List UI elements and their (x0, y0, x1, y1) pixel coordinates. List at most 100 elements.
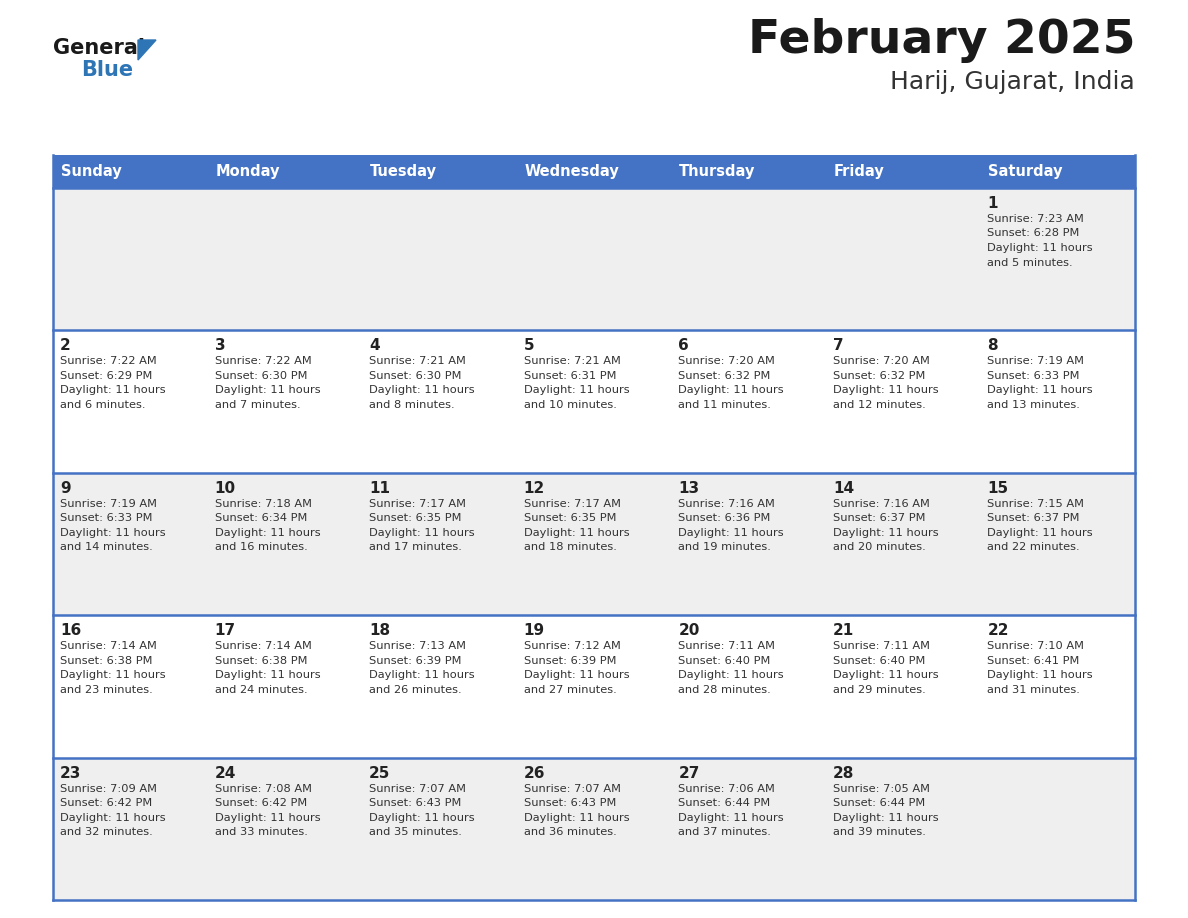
Text: Daylight: 11 hours: Daylight: 11 hours (987, 528, 1093, 538)
Text: Sunrise: 7:09 AM: Sunrise: 7:09 AM (61, 784, 157, 793)
Text: Monday: Monday (215, 164, 280, 179)
Bar (53, 188, 1135, 330)
Text: Sunrise: 7:20 AM: Sunrise: 7:20 AM (833, 356, 930, 366)
Text: Sunset: 6:38 PM: Sunset: 6:38 PM (61, 655, 152, 666)
Text: and 23 minutes.: and 23 minutes. (61, 685, 153, 695)
Text: Sunrise: 7:14 AM: Sunrise: 7:14 AM (215, 641, 311, 651)
Text: Daylight: 11 hours: Daylight: 11 hours (678, 528, 784, 538)
Text: Sunrise: 7:11 AM: Sunrise: 7:11 AM (678, 641, 776, 651)
Text: Sunset: 6:37 PM: Sunset: 6:37 PM (833, 513, 925, 523)
Text: Sunset: 6:42 PM: Sunset: 6:42 PM (215, 798, 307, 808)
Text: 6: 6 (678, 339, 689, 353)
Text: and 8 minutes.: and 8 minutes. (369, 400, 455, 410)
Text: Sunset: 6:28 PM: Sunset: 6:28 PM (987, 229, 1080, 239)
Text: and 31 minutes.: and 31 minutes. (987, 685, 1080, 695)
Text: Sunset: 6:37 PM: Sunset: 6:37 PM (987, 513, 1080, 523)
Text: Daylight: 11 hours: Daylight: 11 hours (369, 386, 475, 396)
Text: and 36 minutes.: and 36 minutes. (524, 827, 617, 837)
Text: Daylight: 11 hours: Daylight: 11 hours (524, 812, 630, 823)
Text: and 19 minutes.: and 19 minutes. (678, 543, 771, 553)
Text: 27: 27 (678, 766, 700, 780)
Text: and 18 minutes.: and 18 minutes. (524, 543, 617, 553)
Text: 11: 11 (369, 481, 390, 496)
Text: Sunset: 6:31 PM: Sunset: 6:31 PM (524, 371, 617, 381)
Text: 25: 25 (369, 766, 391, 780)
Text: Sunrise: 7:18 AM: Sunrise: 7:18 AM (215, 498, 311, 509)
Text: and 24 minutes.: and 24 minutes. (215, 685, 308, 695)
Text: Daylight: 11 hours: Daylight: 11 hours (215, 528, 321, 538)
Text: 14: 14 (833, 481, 854, 496)
Text: and 22 minutes.: and 22 minutes. (987, 543, 1080, 553)
Text: 24: 24 (215, 766, 236, 780)
Text: and 6 minutes.: and 6 minutes. (61, 400, 145, 410)
Text: 23: 23 (61, 766, 81, 780)
Text: February 2025: February 2025 (747, 18, 1135, 63)
Text: and 17 minutes.: and 17 minutes. (369, 543, 462, 553)
Text: Sunrise: 7:15 AM: Sunrise: 7:15 AM (987, 498, 1085, 509)
Text: Thursday: Thursday (680, 164, 756, 179)
Text: Sunset: 6:44 PM: Sunset: 6:44 PM (678, 798, 771, 808)
Text: Sunset: 6:29 PM: Sunset: 6:29 PM (61, 371, 152, 381)
Text: and 26 minutes.: and 26 minutes. (369, 685, 462, 695)
Text: Sunset: 6:44 PM: Sunset: 6:44 PM (833, 798, 925, 808)
Text: General: General (53, 38, 145, 58)
Text: 2: 2 (61, 339, 71, 353)
Text: Daylight: 11 hours: Daylight: 11 hours (61, 670, 165, 680)
Text: Daylight: 11 hours: Daylight: 11 hours (987, 386, 1093, 396)
Text: Daylight: 11 hours: Daylight: 11 hours (369, 812, 475, 823)
Text: 5: 5 (524, 339, 535, 353)
Text: Sunrise: 7:19 AM: Sunrise: 7:19 AM (61, 498, 157, 509)
Text: Harij, Gujarat, India: Harij, Gujarat, India (890, 70, 1135, 94)
Text: Sunrise: 7:20 AM: Sunrise: 7:20 AM (678, 356, 775, 366)
Text: 18: 18 (369, 623, 391, 638)
Text: Sunrise: 7:07 AM: Sunrise: 7:07 AM (369, 784, 466, 793)
Text: 3: 3 (215, 339, 226, 353)
Text: and 11 minutes.: and 11 minutes. (678, 400, 771, 410)
Text: Saturday: Saturday (988, 164, 1063, 179)
Bar (53, 155, 1135, 188)
Text: 19: 19 (524, 623, 545, 638)
Text: 9: 9 (61, 481, 70, 496)
Text: Sunrise: 7:07 AM: Sunrise: 7:07 AM (524, 784, 620, 793)
Text: 21: 21 (833, 623, 854, 638)
Text: Sunrise: 7:16 AM: Sunrise: 7:16 AM (678, 498, 775, 509)
Text: Sunrise: 7:08 AM: Sunrise: 7:08 AM (215, 784, 311, 793)
Text: 7: 7 (833, 339, 843, 353)
Text: Daylight: 11 hours: Daylight: 11 hours (369, 528, 475, 538)
Text: and 39 minutes.: and 39 minutes. (833, 827, 925, 837)
Text: Blue: Blue (81, 60, 133, 80)
Text: Sunrise: 7:14 AM: Sunrise: 7:14 AM (61, 641, 157, 651)
Text: and 35 minutes.: and 35 minutes. (369, 827, 462, 837)
Text: Sunrise: 7:12 AM: Sunrise: 7:12 AM (524, 641, 620, 651)
Text: and 37 minutes.: and 37 minutes. (678, 827, 771, 837)
Text: and 16 minutes.: and 16 minutes. (215, 543, 308, 553)
Text: Sunset: 6:30 PM: Sunset: 6:30 PM (369, 371, 462, 381)
Text: Daylight: 11 hours: Daylight: 11 hours (833, 528, 939, 538)
Text: and 20 minutes.: and 20 minutes. (833, 543, 925, 553)
Text: Sunrise: 7:16 AM: Sunrise: 7:16 AM (833, 498, 930, 509)
Text: Sunset: 6:39 PM: Sunset: 6:39 PM (524, 655, 617, 666)
Text: Daylight: 11 hours: Daylight: 11 hours (987, 243, 1093, 253)
Text: Sunset: 6:43 PM: Sunset: 6:43 PM (524, 798, 617, 808)
Text: Daylight: 11 hours: Daylight: 11 hours (524, 670, 630, 680)
Text: Sunrise: 7:05 AM: Sunrise: 7:05 AM (833, 784, 930, 793)
Text: Tuesday: Tuesday (371, 164, 437, 179)
Text: Daylight: 11 hours: Daylight: 11 hours (678, 386, 784, 396)
Text: Sunrise: 7:21 AM: Sunrise: 7:21 AM (369, 356, 466, 366)
Text: and 32 minutes.: and 32 minutes. (61, 827, 153, 837)
Text: 13: 13 (678, 481, 700, 496)
Text: 15: 15 (987, 481, 1009, 496)
Bar (53, 473, 1135, 615)
Text: 20: 20 (678, 623, 700, 638)
Text: Sunrise: 7:21 AM: Sunrise: 7:21 AM (524, 356, 620, 366)
Text: Sunset: 6:35 PM: Sunset: 6:35 PM (524, 513, 617, 523)
Text: Sunset: 6:34 PM: Sunset: 6:34 PM (215, 513, 307, 523)
Text: and 7 minutes.: and 7 minutes. (215, 400, 301, 410)
Polygon shape (138, 40, 156, 60)
Text: Sunset: 6:41 PM: Sunset: 6:41 PM (987, 655, 1080, 666)
Text: and 29 minutes.: and 29 minutes. (833, 685, 925, 695)
Text: 16: 16 (61, 623, 81, 638)
Text: and 28 minutes.: and 28 minutes. (678, 685, 771, 695)
Text: Friday: Friday (834, 164, 885, 179)
Text: Sunrise: 7:23 AM: Sunrise: 7:23 AM (987, 214, 1085, 224)
